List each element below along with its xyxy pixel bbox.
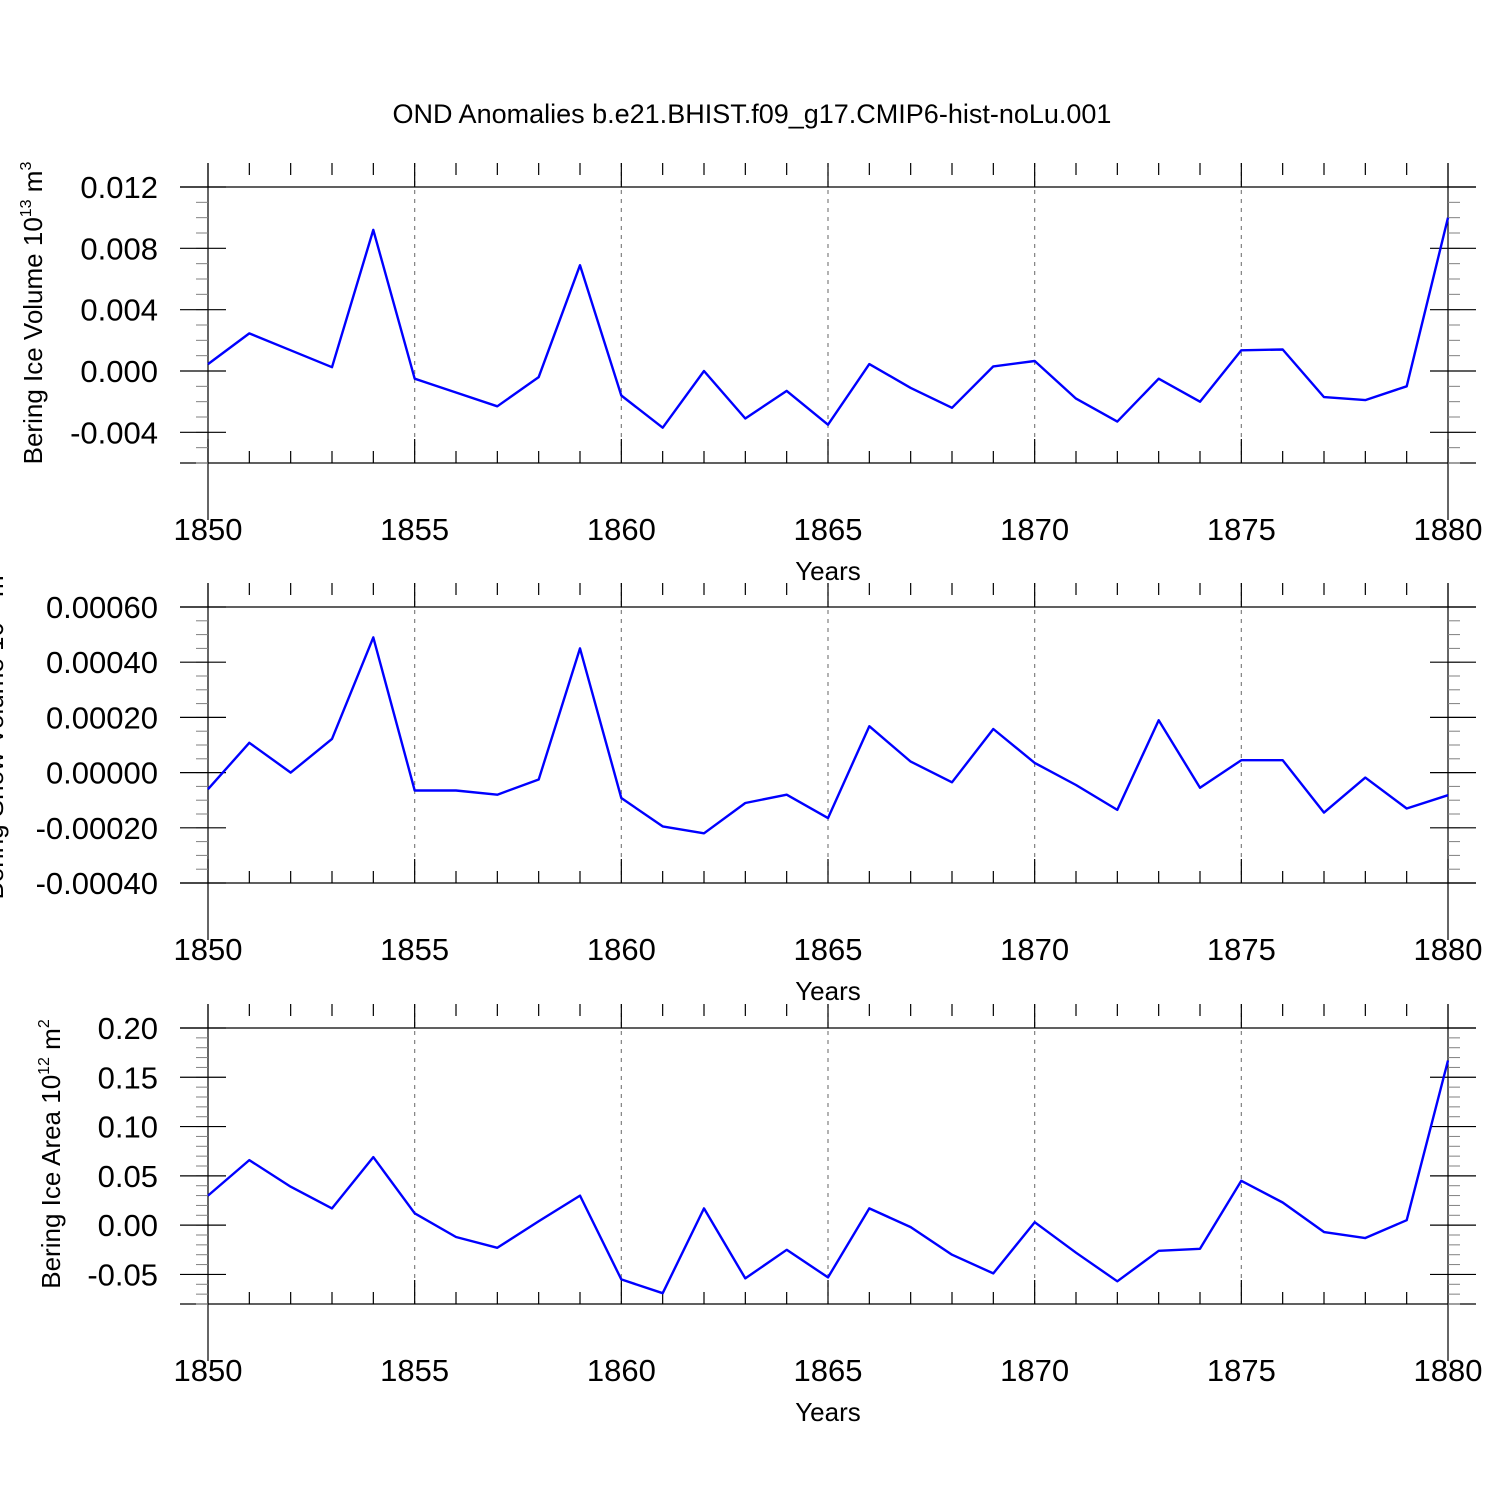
y-tick-label: 0.008 [80,231,158,266]
x-tick-label: 1875 [1207,1353,1276,1388]
x-tick-label: 1860 [587,512,656,547]
x-axis-label: Years [795,556,861,586]
y-tick-label: 0.00060 [46,590,158,625]
x-tick-label: 1860 [587,1353,656,1388]
x-tick-label: 1850 [174,932,243,967]
x-tick-label: 1870 [1000,512,1069,547]
x-tick-label: 1860 [587,932,656,967]
x-tick-label: 1865 [794,1353,863,1388]
y-tick-label: 0.20 [98,1011,158,1046]
x-tick-label: 1870 [1000,1353,1069,1388]
x-tick-label: 1875 [1207,512,1276,547]
x-tick-label: 1870 [1000,932,1069,967]
y-tick-label: 0.000 [80,354,158,389]
y-tick-label: 0.10 [98,1110,158,1145]
y-tick-label: 0.004 [80,293,158,328]
panel-snow-volume: 0.00060 0.00040 0.00020 0.00000 -0.00020 -0.0… [0,566,1483,1006]
series-line [207,217,1450,429]
y-tick-label: 0.00000 [46,756,158,791]
x-tick-label: 1880 [1414,932,1483,967]
series-line [207,1060,1450,1295]
y-axis-label: Bering Ice Volume 1013 m3 [18,162,48,465]
y-tick-label: 0.15 [98,1060,158,1095]
x-tick-label: 1865 [794,932,863,967]
y-axis-label: Bering Ice Area 1012 m2 [36,1019,66,1289]
x-tick-label: 1855 [380,512,449,547]
y-tick-label: 0.012 [80,170,158,205]
x-tick-label: 1875 [1207,932,1276,967]
y-tick-label: -0.004 [70,415,158,450]
x-tick-label: 1880 [1414,1353,1483,1388]
series-line [207,636,1449,835]
x-axis-label: Years [795,1397,861,1427]
x-tick-label: 1850 [174,1353,243,1388]
x-axis-label: Years [795,976,861,1006]
x-tick-label: 1855 [380,1353,449,1388]
y-tick-label: 0.05 [98,1159,158,1194]
y-tick-label: 0.00020 [46,700,158,735]
x-tick-label: 1880 [1414,512,1483,547]
x-tick-label: 1865 [794,512,863,547]
y-tick-label: -0.00040 [36,866,158,901]
y-tick-label: -0.00020 [36,811,158,846]
y-tick-label: -0.05 [87,1257,158,1292]
y-tick-label: 0.00 [98,1208,158,1243]
x-tick-label: 1850 [174,512,243,547]
y-axis-label: Bering Snow Volume 1013 m3 [0,566,9,899]
y-tick-label: 0.00040 [46,645,158,680]
chart-title: OND Anomalies b.e21.BHIST.f09_g17.CMIP6-… [393,99,1112,129]
x-tick-label: 1855 [380,932,449,967]
panel-ice-volume: 0.012 0.008 0.004 0.000 -0.004 1850 1855 1860 18… [18,162,1482,586]
panel-ice-area: 0.20 0.15 0.10 0.05 0.00 -0.05 1850 1855 1860 186… [36,1004,1482,1427]
